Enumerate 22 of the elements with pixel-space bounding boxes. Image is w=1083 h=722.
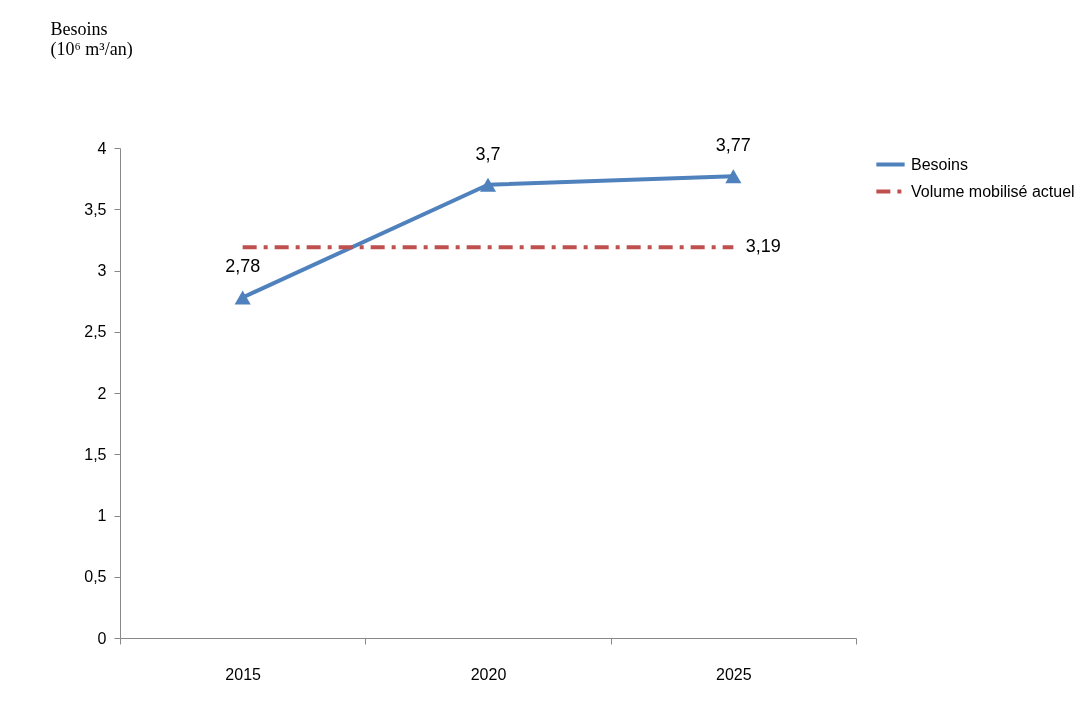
y-tick-label: 0,5 <box>84 568 107 586</box>
point <box>234 290 251 305</box>
x-tick-label: 2015 <box>225 665 262 683</box>
legend-label: Volume mobilisé actuel <box>911 182 1075 200</box>
y-tick-label: 0 <box>97 629 107 647</box>
y-axis-title: Besoins (10⁶ m³/an) <box>50 18 133 60</box>
data-label: 3,77 <box>715 135 751 156</box>
y-tick-label: 2 <box>97 384 107 402</box>
y-tick-label: 1 <box>97 507 107 524</box>
point <box>725 169 742 184</box>
y-tick-label: 1,5 <box>84 445 107 463</box>
data-label: 3,7 <box>475 143 501 164</box>
x-tick-label: 2020 <box>470 665 507 683</box>
data-label: 3,19 <box>745 236 781 257</box>
y-tick-label: 2,5 <box>84 323 107 341</box>
point <box>479 177 497 192</box>
data-label: 2,78 <box>225 256 261 277</box>
x-tick-label: 2025 <box>716 665 752 683</box>
y-tick-label: 3 <box>97 262 107 279</box>
legend-label: Besoins <box>911 155 968 173</box>
y-tick-label: 3,5 <box>84 200 107 218</box>
y-tick-label: 4 <box>97 139 107 157</box>
